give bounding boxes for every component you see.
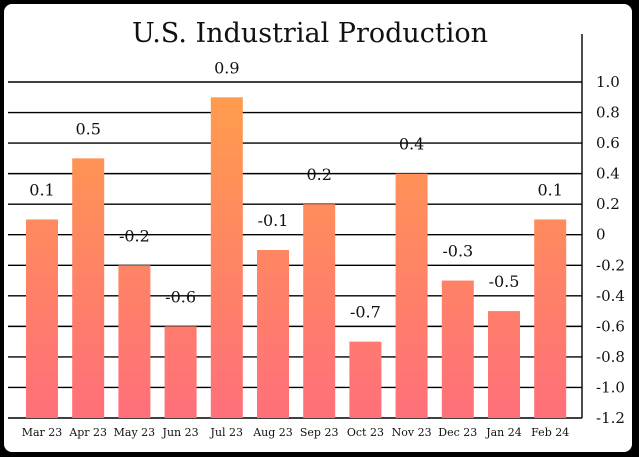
bar-chart: U.S. Industrial Production 0.1 0.5 -0.2 -0.… (8, 18, 625, 439)
chart-title: U.S. Industrial Production (132, 18, 488, 49)
y-tick-label: 1.0 (596, 73, 620, 91)
data-label: -0.1 (258, 211, 289, 230)
y-tick-label: -1.2 (596, 409, 625, 427)
y-tick-label: 0 (596, 226, 606, 244)
x-category-label: Oct 23 (347, 426, 384, 439)
x-category-label: Jan 24 (485, 426, 522, 439)
x-category-label: Mar 23 (22, 426, 63, 439)
data-label: -0.2 (119, 226, 150, 245)
x-category-label: Jun 23 (162, 426, 199, 439)
y-axis-ticks: 1.0 0.8 0.6 0.4 0.2 0 -0.2 -0.4 -0.6 -0.8 -1.0 -1.2 (596, 73, 625, 427)
bar-mar-23 (26, 219, 58, 418)
bar-oct-23 (349, 341, 382, 418)
bar-sep-23 (303, 204, 336, 418)
y-tick-label: -1.0 (596, 378, 625, 396)
x-category-label: Aug 23 (252, 426, 293, 439)
bar-feb-24 (534, 219, 567, 418)
data-label: 0.9 (214, 58, 239, 77)
data-label: -0.6 (165, 287, 196, 306)
bars (26, 97, 567, 418)
x-category-label: Jul 23 (210, 426, 244, 439)
x-category-label: Feb 24 (531, 426, 569, 439)
bar-may-23 (118, 265, 151, 418)
x-axis-categories: Mar 23 Apr 23 May 23 Jun 23 Jul 23 Aug 23 Sep … (22, 426, 570, 439)
data-label: -0.5 (489, 272, 520, 291)
y-tick-label: 0.6 (596, 134, 620, 152)
x-category-label: Sep 23 (300, 426, 339, 439)
bar-jan-24 (488, 311, 520, 418)
y-tick-label: -0.4 (596, 287, 625, 305)
chart-frame: U.S. Industrial Production 0.1 0.5 -0.2 -0.… (4, 4, 632, 452)
data-label: -0.3 (442, 242, 473, 261)
y-tick-label: -0.8 (596, 348, 625, 366)
bar-aug-23 (257, 250, 289, 418)
y-tick-label: 0.4 (596, 165, 620, 183)
data-label: 0.1 (537, 180, 562, 199)
x-category-label: Nov 23 (392, 426, 432, 439)
data-labels: 0.1 0.5 -0.2 -0.6 0.9 -0.1 0.2 -0.7 0.4 -0.3 -0.5 0… (29, 58, 563, 321)
y-tick-label: 0.2 (596, 195, 620, 213)
data-label: -0.7 (350, 303, 381, 322)
y-tick-label: -0.2 (596, 256, 625, 274)
bar-jun-23 (164, 326, 197, 418)
data-label: 0.1 (29, 180, 54, 199)
bar-apr-23 (72, 158, 105, 418)
bar-nov-23 (395, 173, 428, 418)
y-tick-label: 0.8 (596, 104, 620, 122)
x-category-label: Dec 23 (438, 426, 477, 439)
x-category-label: Apr 23 (68, 426, 107, 439)
y-tick-label: -0.6 (596, 317, 625, 335)
data-label: 0.4 (399, 135, 424, 154)
data-label: 0.2 (306, 165, 331, 184)
data-label: 0.5 (75, 119, 100, 138)
bar-dec-23 (441, 280, 474, 418)
bar-jul-23 (210, 97, 243, 418)
x-category-label: May 23 (114, 426, 156, 439)
